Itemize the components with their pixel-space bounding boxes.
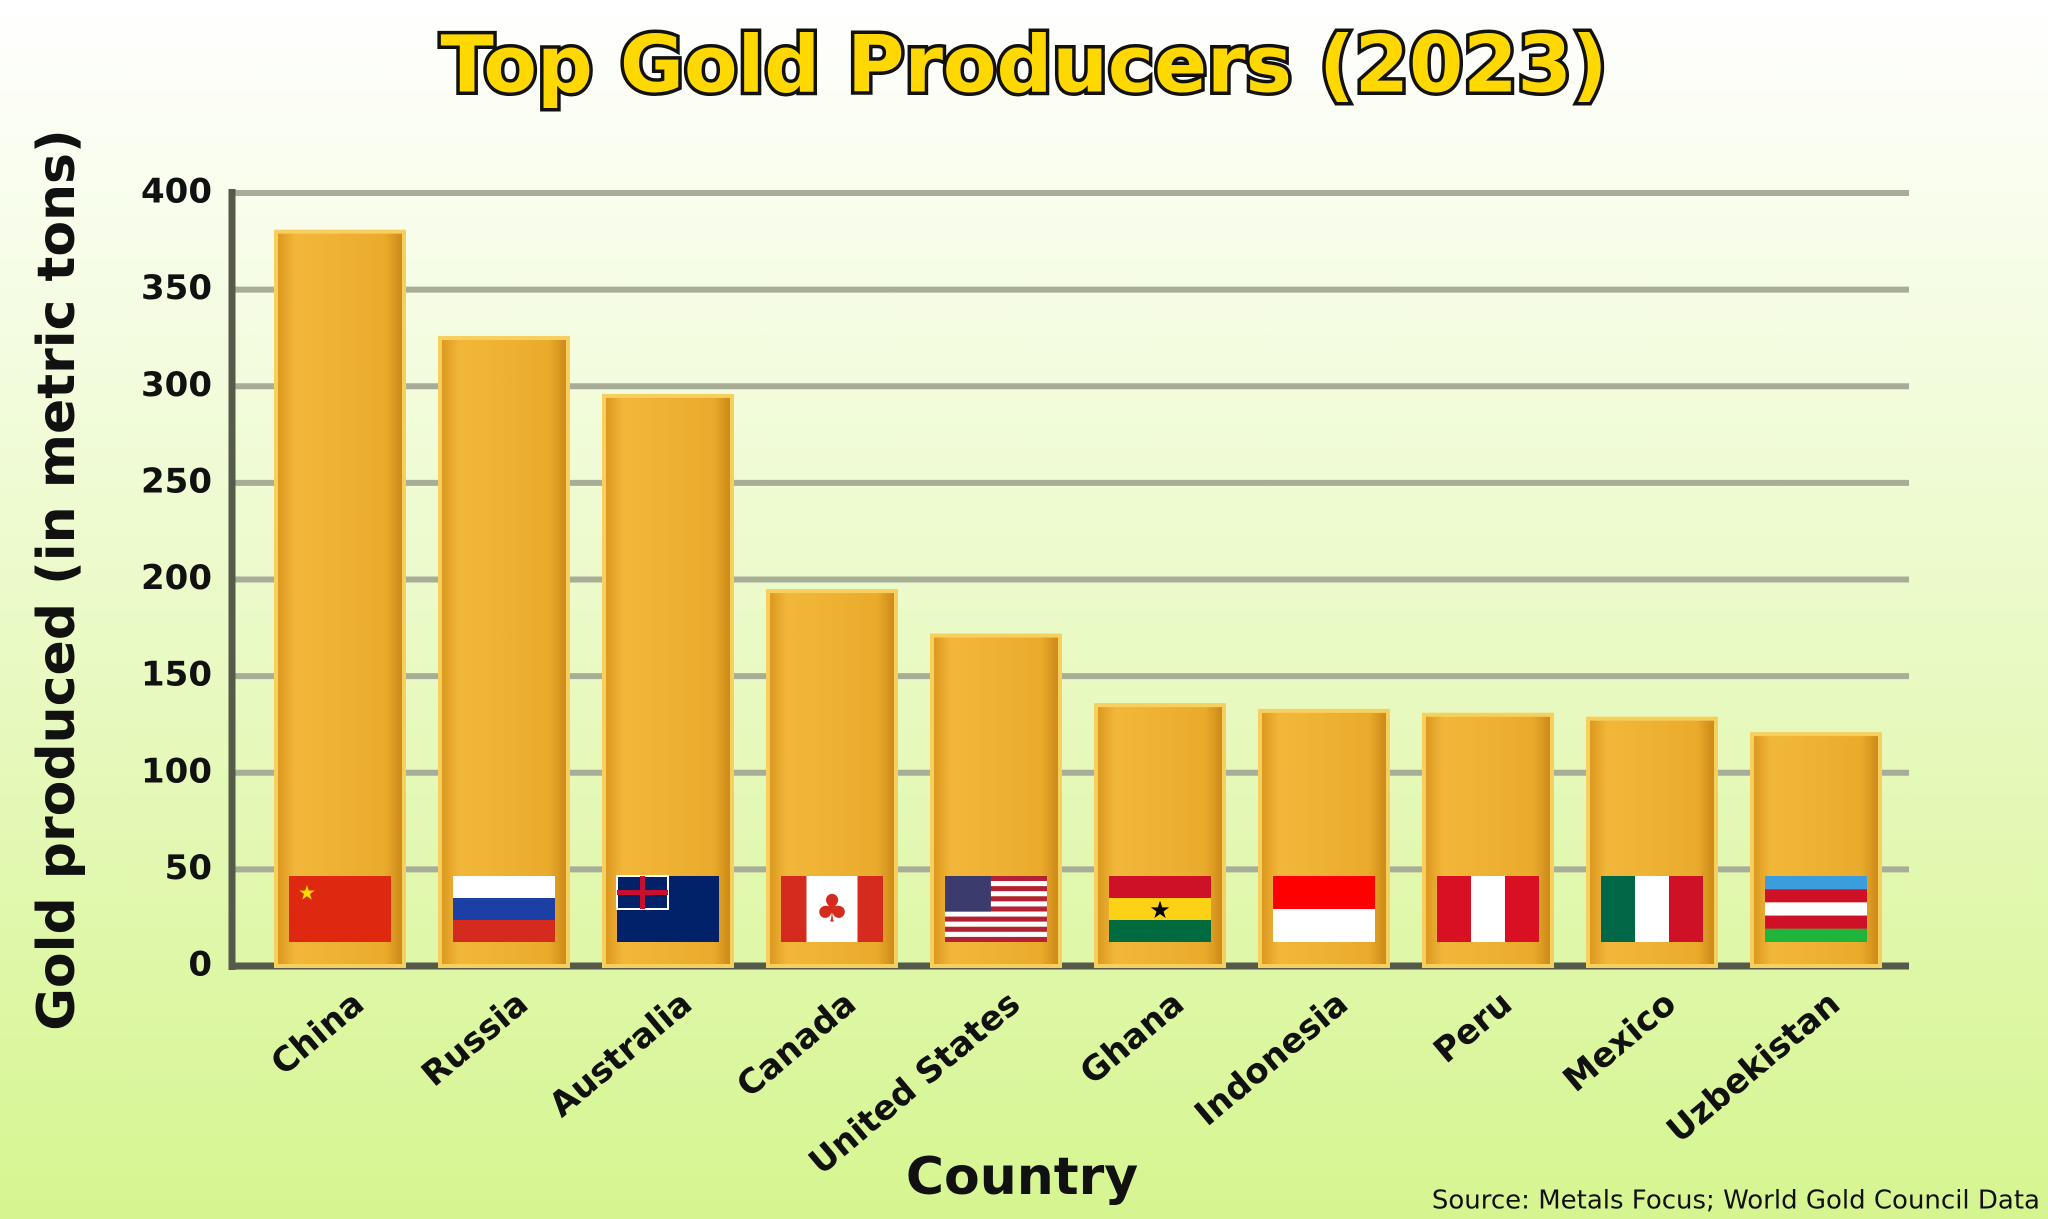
y-tick-label: 150	[141, 655, 212, 695]
flag	[1601, 876, 1703, 942]
flag-stripe	[945, 906, 1047, 912]
flag-stripe	[945, 881, 1047, 887]
bar	[274, 229, 406, 968]
flag	[1273, 876, 1375, 942]
flag-stripe	[945, 926, 1047, 932]
flag	[453, 876, 555, 942]
flag-stripe	[945, 901, 1047, 907]
flag-stripe	[945, 876, 1047, 882]
flag-stripe	[781, 876, 807, 942]
chart-title: Top Gold Producers (2023)	[441, 20, 1608, 110]
flag-stripe	[453, 898, 555, 920]
flag-stripe	[945, 931, 1047, 937]
flag-stripe	[1273, 909, 1375, 942]
y-tick-label: 100	[141, 751, 212, 791]
flag-stripe	[945, 936, 1047, 942]
flag-stripe	[1109, 898, 1211, 920]
flag-stripe	[1109, 876, 1211, 898]
flag-stripe	[1635, 876, 1669, 942]
y-tick-label: 350	[141, 268, 212, 308]
flag-stripe	[1765, 928, 1867, 942]
flag-stripe	[1765, 902, 1867, 916]
y-tick-label: 300	[141, 365, 212, 405]
flag	[945, 876, 1047, 942]
flag-stripe	[945, 921, 1047, 927]
flag	[1437, 876, 1539, 942]
flag-stripe	[1109, 920, 1211, 942]
flag-stripe	[1601, 876, 1635, 942]
source-note: Source: Metals Focus; World Gold Council…	[1432, 1186, 2040, 1216]
flag-stripe	[857, 876, 883, 942]
flag-stripe	[832, 876, 858, 942]
flag-stripe	[453, 920, 555, 942]
flag-stripe	[1273, 876, 1375, 909]
flag	[1765, 876, 1867, 942]
flag-leaf: ♣	[815, 887, 849, 931]
flag: ★	[1109, 876, 1211, 942]
flag	[616, 875, 719, 942]
flag-stripe	[1669, 876, 1703, 942]
flag-stripe	[806, 876, 832, 942]
y-axis-label: Gold produced (in metric tons)	[27, 129, 87, 1031]
flag-star: ★	[298, 881, 316, 905]
flag: ♣	[781, 876, 883, 942]
flag-stripe	[945, 916, 1047, 922]
flag-stripe	[289, 876, 391, 942]
flag-stripe	[1437, 876, 1471, 942]
flag-stripe	[945, 896, 1047, 902]
x-axis-label: Country	[906, 1147, 1138, 1207]
flag-canton	[945, 876, 991, 912]
flag-star: ★	[1149, 896, 1171, 924]
flag-stripe	[1765, 876, 1867, 890]
flag: ★	[289, 876, 391, 942]
y-tick-label: 200	[141, 558, 212, 598]
flag-stripe	[1765, 889, 1867, 903]
y-tick-label: 400	[141, 172, 212, 212]
y-tick-label: 50	[165, 848, 212, 888]
y-tick-label: 0	[188, 945, 212, 985]
bar	[438, 335, 570, 968]
y-tick-label: 250	[141, 461, 212, 501]
flag-stripe	[1765, 915, 1867, 929]
flag-stripe	[945, 886, 1047, 892]
flag-stripe	[945, 911, 1047, 917]
flag-stripe	[945, 891, 1047, 897]
flag-stripe	[453, 876, 555, 898]
flag-stripe	[1505, 876, 1539, 942]
bar	[602, 393, 734, 969]
flag-stripe	[1471, 876, 1505, 942]
